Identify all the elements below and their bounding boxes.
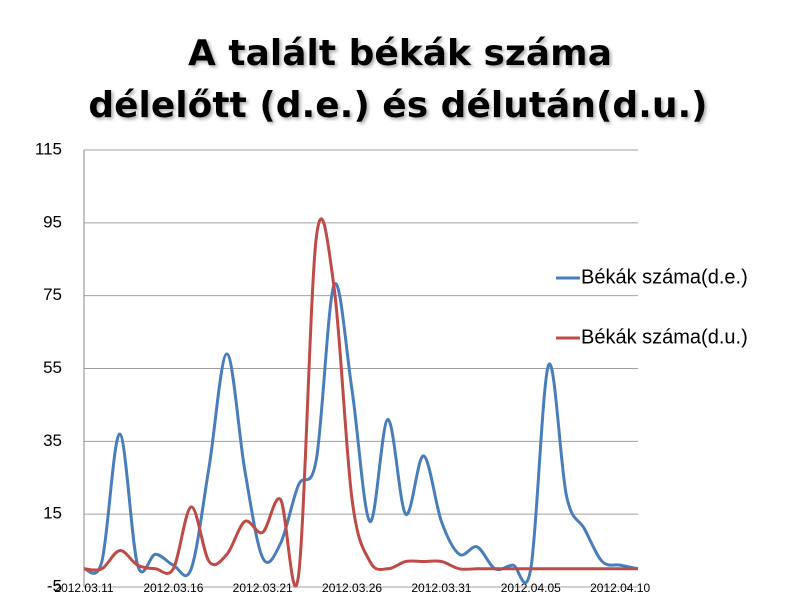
y-tick-label: 55 <box>43 358 62 377</box>
chart-title: A talált békák száma <box>188 33 612 74</box>
x-tick-label: 2012.03.11 <box>54 581 113 595</box>
x-tick-label: 2012.04.05 <box>501 581 561 595</box>
chart-title: délelőtt (d.e.) és délután(d.u.) <box>88 85 707 126</box>
x-tick-label: 2012.03.31 <box>411 581 471 595</box>
x-tick-label: 2012.03.16 <box>143 581 203 595</box>
data-line <box>83 217 638 588</box>
legend-label: Békák száma(d.u.) <box>581 326 748 348</box>
y-tick-label: 115 <box>35 139 62 158</box>
y-tick-label: 35 <box>43 431 62 450</box>
legend-label: Békák száma(d.e.) <box>581 266 748 288</box>
x-tick-label: 2012.04.10 <box>590 581 650 595</box>
y-tick-label: 15 <box>43 504 62 523</box>
y-tick-label: -5 <box>47 576 62 595</box>
y-tick-label: 75 <box>43 285 62 304</box>
y-tick-label: 95 <box>43 212 62 231</box>
x-tick-label: 2012.03.26 <box>322 581 382 595</box>
x-tick-label: 2012.03.21 <box>233 581 293 595</box>
data-line <box>83 282 639 585</box>
